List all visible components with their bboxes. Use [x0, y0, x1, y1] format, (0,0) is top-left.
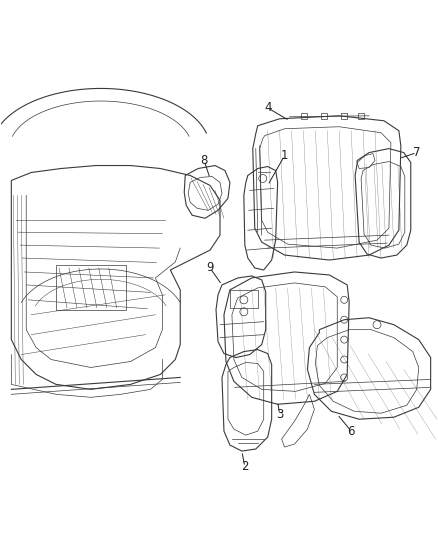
- Text: 6: 6: [347, 425, 355, 438]
- Text: 4: 4: [264, 101, 272, 115]
- Bar: [341, 113, 347, 119]
- Text: 2: 2: [241, 461, 249, 473]
- Text: 1: 1: [281, 149, 288, 162]
- Bar: [358, 113, 364, 119]
- Text: 9: 9: [206, 262, 214, 274]
- Bar: [230, 290, 258, 308]
- Text: 7: 7: [413, 146, 420, 159]
- Text: 8: 8: [201, 154, 208, 167]
- Text: 3: 3: [276, 408, 283, 421]
- Bar: [301, 113, 307, 119]
- Bar: [321, 113, 327, 119]
